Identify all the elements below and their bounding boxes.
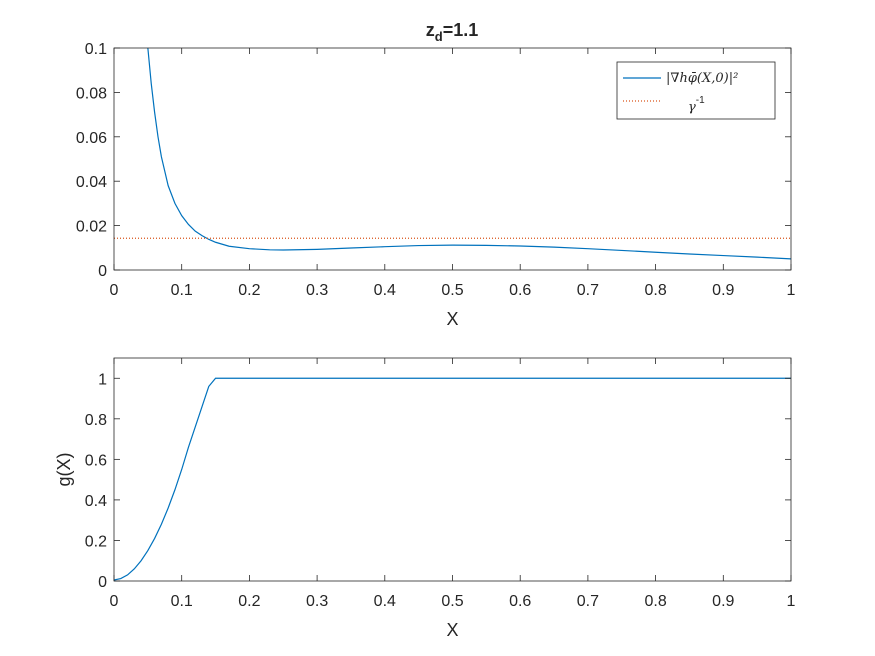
title-rest: =1.1 [443,20,479,40]
y-axis-label: g(X) [54,452,74,486]
y-tick-label: 0.08 [76,85,107,102]
y-tick-label: 0 [98,263,107,280]
title-main: z [426,20,435,40]
x-tick-label: 0.9 [712,282,734,299]
y-tick-label: 1 [98,371,107,388]
x-tick-label: 0.3 [306,282,328,299]
x-tick-label: 0.9 [712,593,734,610]
legend-label-gamma: γ-1 [688,95,705,115]
x-axis-label: X [446,309,458,329]
title-subscript: d [435,29,443,44]
y-tick-label: 0.4 [85,493,107,510]
x-tick-label: 0.3 [306,593,328,610]
series-line-main [114,377,791,581]
legend-gamma-sup: -1 [696,95,705,106]
series-line-main [147,48,791,260]
legend: |∇hφ̄(X,0)|² γ-1 [616,61,776,120]
x-tick-label: 1 [787,593,796,610]
x-tick-label: 0.4 [374,593,396,610]
x-tick-label: 0.8 [644,593,666,610]
y-tick-label: 0.1 [85,41,107,58]
x-tick-label: 0 [110,282,119,299]
x-tick-label: 0.2 [238,593,260,610]
y-tick-label: 0.06 [76,130,107,147]
plot-area [114,358,791,581]
y-tick-label: 0.6 [85,452,107,469]
x-axis-label: X [446,620,458,640]
legend-box [616,61,776,120]
y-tick-label: 0.2 [85,533,107,550]
x-tick-label: 0.8 [644,282,666,299]
x-tick-label: 0 [110,593,119,610]
y-tick-label: 0.8 [85,412,107,429]
y-tick-label: 0.04 [76,174,107,191]
x-tick-label: 0.5 [441,282,463,299]
x-tick-label: 0.4 [374,282,396,299]
x-tick-label: 0.7 [577,593,599,610]
x-tick-label: 1 [787,282,796,299]
chart-title: zd=1.1 [426,20,479,44]
x-tick-label: 0.7 [577,282,599,299]
bottom-axes: 0 0.1 0.2 0.3 0.4 0.5 0.6 0.7 0.8 0.9 1 0 0.2 0.4 0.6 0… [54,357,796,640]
x-tick-label: 0.1 [171,593,193,610]
legend-gamma-main: γ [688,100,696,115]
x-tick-label: 0.5 [441,593,463,610]
x-tick-label: 0.6 [509,282,531,299]
x-tick-label: 0.1 [171,282,193,299]
x-tick-label: 0.2 [238,282,260,299]
y-tick-label: 0 [98,574,107,591]
legend-label-gradient: |∇hφ̄(X,0)|² [666,71,738,86]
x-tick-label: 0.6 [509,593,531,610]
y-tick-label: 0.02 [76,219,107,236]
